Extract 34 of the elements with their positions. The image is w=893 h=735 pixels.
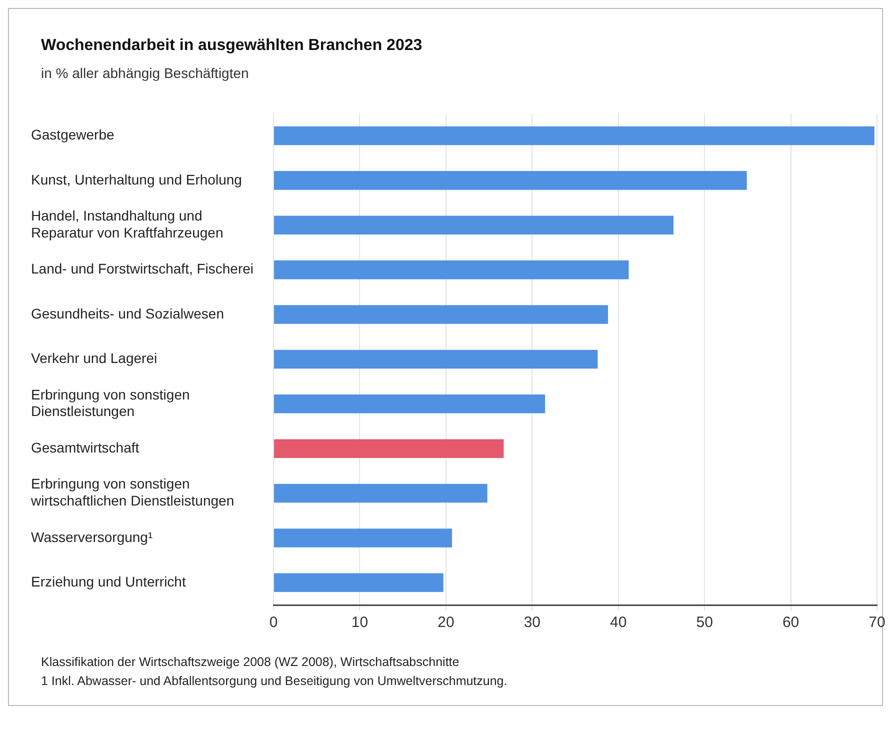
bar — [274, 439, 504, 458]
x-tick-label: 40 — [610, 614, 627, 632]
bar — [274, 528, 452, 548]
bar — [274, 126, 874, 146]
y-tick-label: Wasserversorgung¹ — [31, 528, 153, 545]
bar — [274, 171, 747, 190]
x-tick-label: 30 — [524, 614, 541, 632]
y-tick-label: Kunst, Unterhaltung und Erholung — [31, 171, 242, 188]
x-tick-label: 20 — [438, 614, 454, 632]
text: 1 Inkl. Abwasser- und Abfallentsorgung und Beseitigung von Umweltverschmutzung. — [41, 673, 508, 690]
y-tick-label: Verkehr und Lagerei — [31, 350, 158, 366]
y-tick-label: Erziehung und Unterricht — [31, 574, 186, 590]
bar — [274, 350, 598, 369]
y-tick-label: Gesundheits- und Sozialwesen — [31, 305, 224, 322]
x-tick-label: 10 — [351, 614, 368, 632]
y-tick-label: Gesamtwirtschaft — [31, 439, 140, 456]
bar — [274, 573, 444, 592]
chart-title: Wochenendarbeit in ausgewählten Branchen 2023 — [41, 37, 424, 55]
bar — [274, 394, 546, 414]
text: in % aller abhängig Beschäftigten — [41, 65, 250, 81]
bar — [274, 216, 674, 235]
y-tick-label: Erbringung von sonstigen wirtschaftlichen Dienstleistungen — [30, 476, 234, 509]
y-tick-label: Handel, Instandhaltung und Reparatur von Kraftfahrzeugen — [31, 208, 224, 240]
y-tick-label: Erbringung von sonstigen Dienstleistungen — [31, 386, 190, 420]
bar — [274, 484, 488, 503]
x-tick-label: 70 — [868, 614, 886, 632]
y-tick-label: Land- und Forstwirtschaft, Fischerei — [31, 260, 254, 277]
bar — [274, 260, 629, 280]
y-tick-label: Gastgewerbe — [31, 126, 114, 143]
x-tick-label: 60 — [782, 614, 800, 632]
x-tick-label: 0 — [269, 614, 278, 632]
bar — [274, 305, 608, 324]
x-tick-label: 50 — [696, 614, 713, 632]
text: Klassifikation der Wirtschaftszweige 2008 (WZ 2008), Wirtschaftsabschnitte — [41, 654, 460, 671]
